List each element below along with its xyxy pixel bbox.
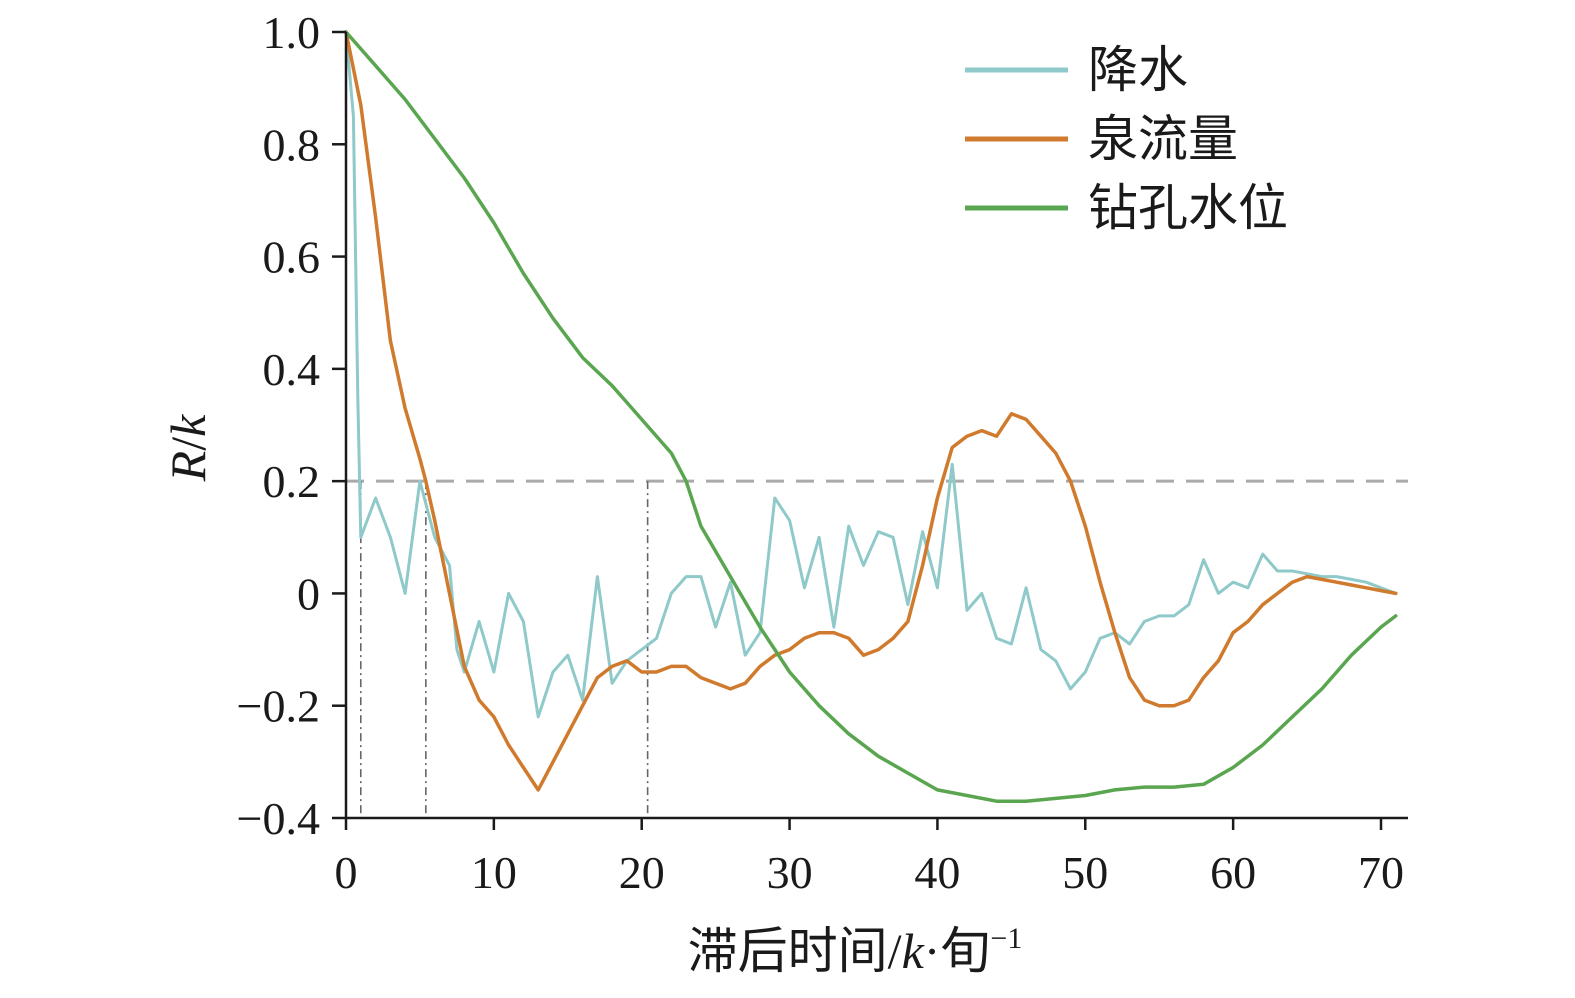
axis-layer: 1.0 0.8 0.6 0.4 0.2 0 −0.2 −0.4 0 10 20 30 40 50 60 70: [237, 7, 1408, 898]
y-axis-title-var2: k: [160, 414, 216, 437]
x-axis-title-var: k: [902, 923, 925, 979]
y-tick-label: 0.4: [263, 344, 321, 395]
series-line-3: [344, 30, 1398, 803]
x-tick-label: 30: [767, 847, 813, 898]
y-tick-label: 0.8: [263, 119, 321, 170]
x-tick-label: 20: [619, 847, 665, 898]
x-tick-label: 70: [1358, 847, 1404, 898]
y-tick-label: 0.6: [263, 232, 321, 283]
y-tick-label: 1.0: [263, 7, 321, 58]
plot-layer: [344, 30, 1408, 818]
y-tick-label: −0.4: [237, 793, 320, 844]
x-axis-title-unit: 旬: [940, 923, 990, 979]
y-tick-label: −0.2: [237, 681, 320, 732]
series-line-2: [344, 30, 1398, 792]
legend-label-3: 钻孔水位: [1088, 179, 1288, 237]
x-axis-title-main: 滞后时间/: [688, 923, 902, 979]
legend-label-2: 泉流量: [1088, 110, 1238, 168]
x-tick-label: 10: [471, 847, 517, 898]
x-axis-title-sup: −1: [990, 922, 1022, 955]
y-axis-title-slash: /: [160, 437, 216, 451]
legend-label-1: 降水: [1088, 41, 1188, 99]
series-line-1: [344, 30, 1398, 719]
x-tick-label: 50: [1062, 847, 1108, 898]
y-axis-title: R/k: [160, 414, 216, 482]
x-axis-title: 滞后时间/k·旬−1: [688, 922, 1023, 979]
x-axis-title-dot: ·: [924, 923, 941, 979]
x-tick-label: 40: [914, 847, 960, 898]
y-tick-label: 0.2: [263, 456, 321, 507]
y-tick-label: 0: [297, 568, 320, 619]
x-tick-label: 0: [335, 847, 358, 898]
x-tick-label: 60: [1210, 847, 1256, 898]
y-axis-title-var1: R: [160, 451, 216, 483]
